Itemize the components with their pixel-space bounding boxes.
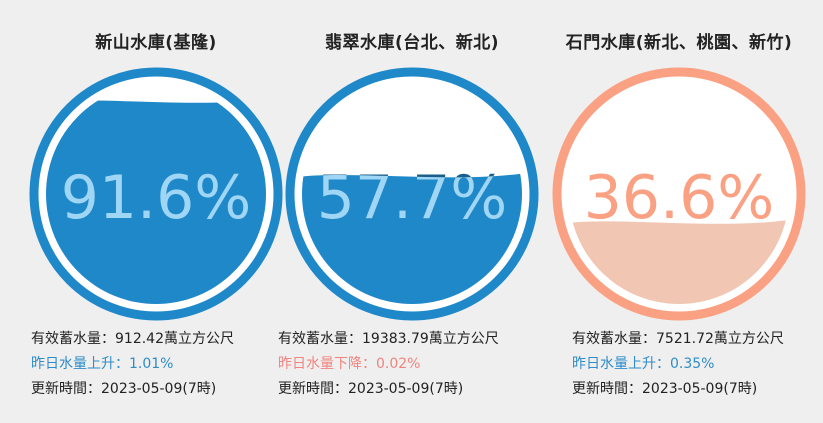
reservoir-card-feitsui: 翡翠水庫(台北、新北) 57.7% 57.7% 有效蓄水量：19383.79萬立… [278,0,546,423]
storage-text: 有效蓄水量：19383.79萬立方公尺 [278,331,499,347]
reservoir-title: 新山水庫(基隆) [95,33,217,53]
reservoir-title: 石門水庫(新北、桃園、新竹) [565,33,793,53]
reservoir-title: 翡翠水庫(台北、新北) [324,33,500,53]
change-text: 昨日水量上升：0.35% [572,356,715,372]
water-level-gauge: 36.6% [552,67,806,321]
percent-label: 57.7% [317,163,508,233]
storage-text: 有效蓄水量：7521.72萬立方公尺 [572,331,784,347]
water-level-gauge: 57.7% 57.7% [285,67,539,321]
updated-text: 更新時間：2023-05-09(7時) [572,381,758,397]
change-text: 昨日水量下降：0.02% [278,356,421,372]
water-fill [302,172,522,304]
updated-text: 更新時間：2023-05-09(7時) [278,381,464,397]
percent-label: 91.6% [61,163,252,233]
reservoir-card-shihmen: 石門水庫(新北、桃園、新竹) 36.6% 有效蓄水量：7521.72萬立方公尺 … [545,0,813,423]
percent-label-overlay: 57.7% [317,163,508,233]
reservoir-card-xinshan: 新山水庫(基隆) 91.6% 有效蓄水量：912.42萬立方公尺 昨日水量上升：… [22,0,290,423]
change-text: 昨日水量上升：1.01% [31,356,174,372]
water-fill [569,219,789,304]
updated-text: 更新時間：2023-05-09(7時) [31,381,217,397]
water-level-gauge: 91.6% [29,67,283,321]
percent-label: 36.6% [584,163,775,233]
water-fill [46,98,266,304]
storage-text: 有效蓄水量：912.42萬立方公尺 [31,331,234,347]
